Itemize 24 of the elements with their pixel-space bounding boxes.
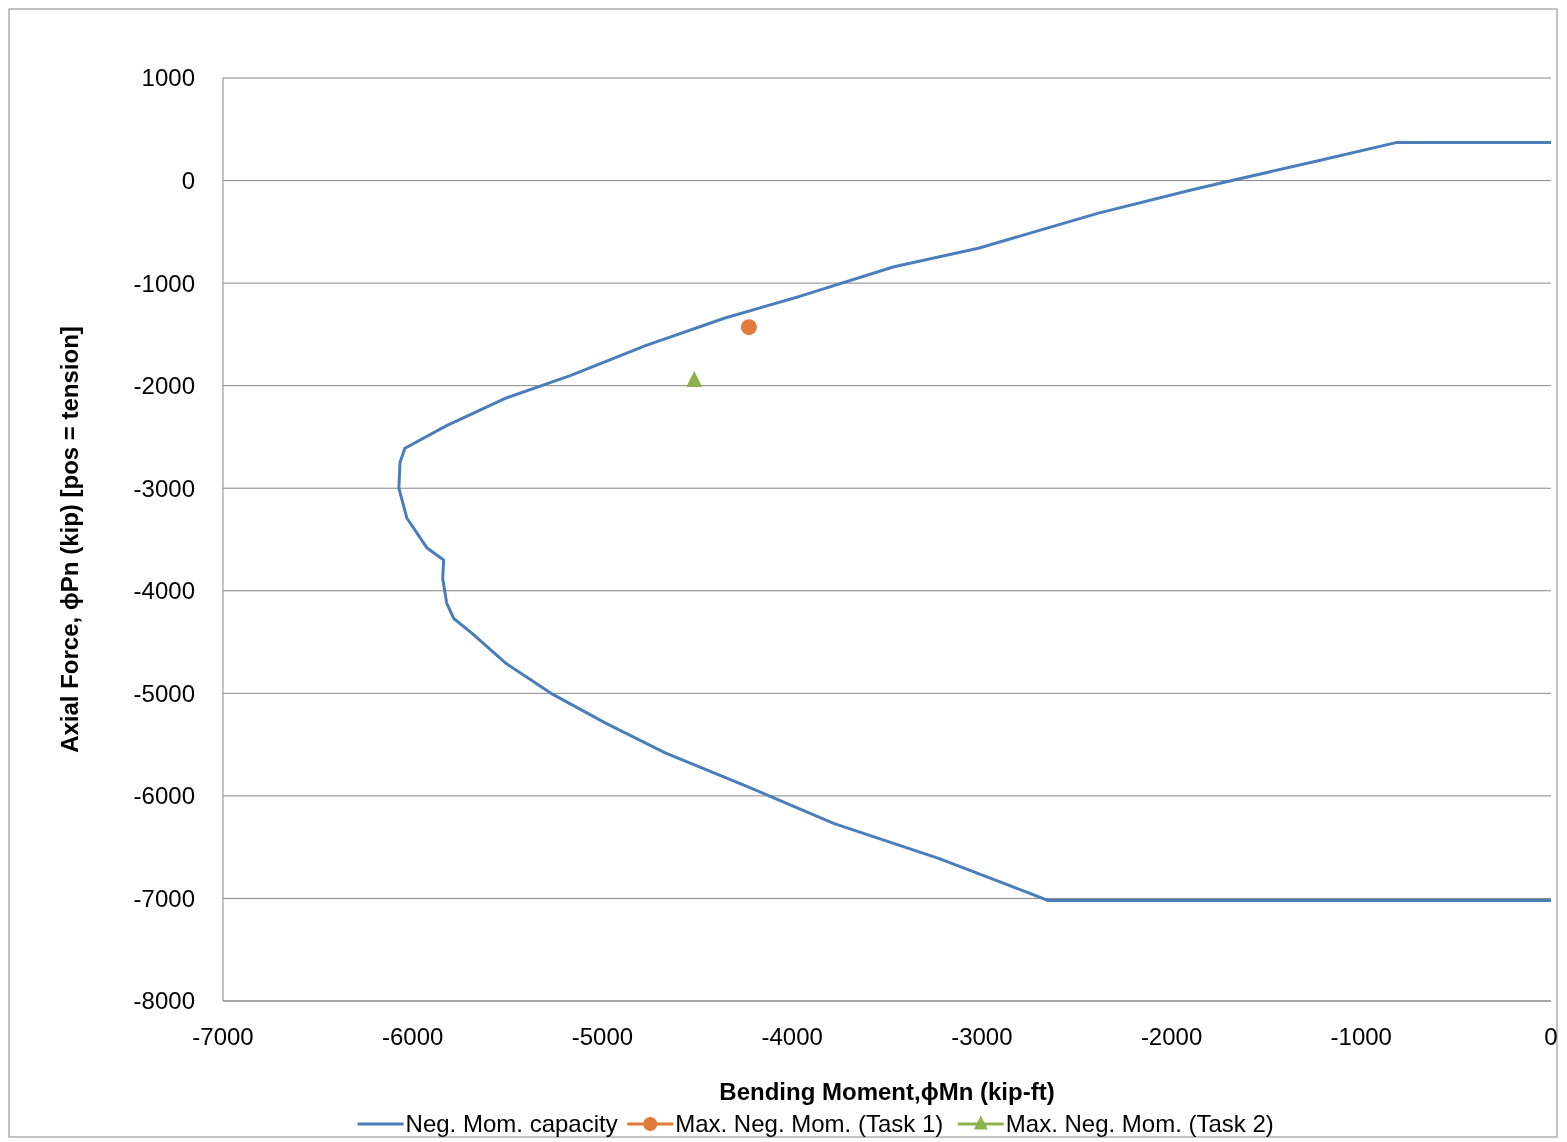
x-tick-label: 0 [1544, 1023, 1558, 1050]
y-tick-label: 1000 [141, 64, 195, 92]
legend-label: Max. Neg. Mom. (Task 1) [675, 1110, 944, 1138]
legend-label: Neg. Mom. capacity [405, 1110, 618, 1138]
x-tick-label: -3000 [951, 1023, 1013, 1050]
x-tick-label: -5000 [571, 1023, 634, 1050]
y-tick-label: -1000 [133, 269, 195, 297]
x-tick-label: -7000 [192, 1023, 254, 1050]
legend-label: Max. Neg. Mom. (Task 2) [1005, 1110, 1274, 1138]
y-axis-title: Axial Force, ϕPn (kip) [pos = tension] [56, 326, 83, 753]
x-tick-label: -4000 [761, 1023, 823, 1050]
x-tick-label: -6000 [382, 1023, 444, 1050]
y-tick-label: -8000 [133, 987, 195, 1015]
y-tick-label: -5000 [133, 679, 195, 707]
y-tick-label: 0 [181, 166, 195, 194]
x-tick-label: -2000 [1140, 1023, 1203, 1050]
y-tick-label: -7000 [133, 884, 195, 912]
line-series [397, 141, 1553, 902]
x-axis-title: Bending Moment,ϕMn (kip-ft) [719, 1078, 1055, 1105]
y-tick-label: -6000 [133, 782, 195, 810]
y-tick-label: -2000 [133, 372, 195, 400]
x-tick-label: -1000 [1330, 1023, 1392, 1050]
y-tick-label: -4000 [133, 577, 195, 605]
y-tick-label: -3000 [133, 474, 195, 502]
